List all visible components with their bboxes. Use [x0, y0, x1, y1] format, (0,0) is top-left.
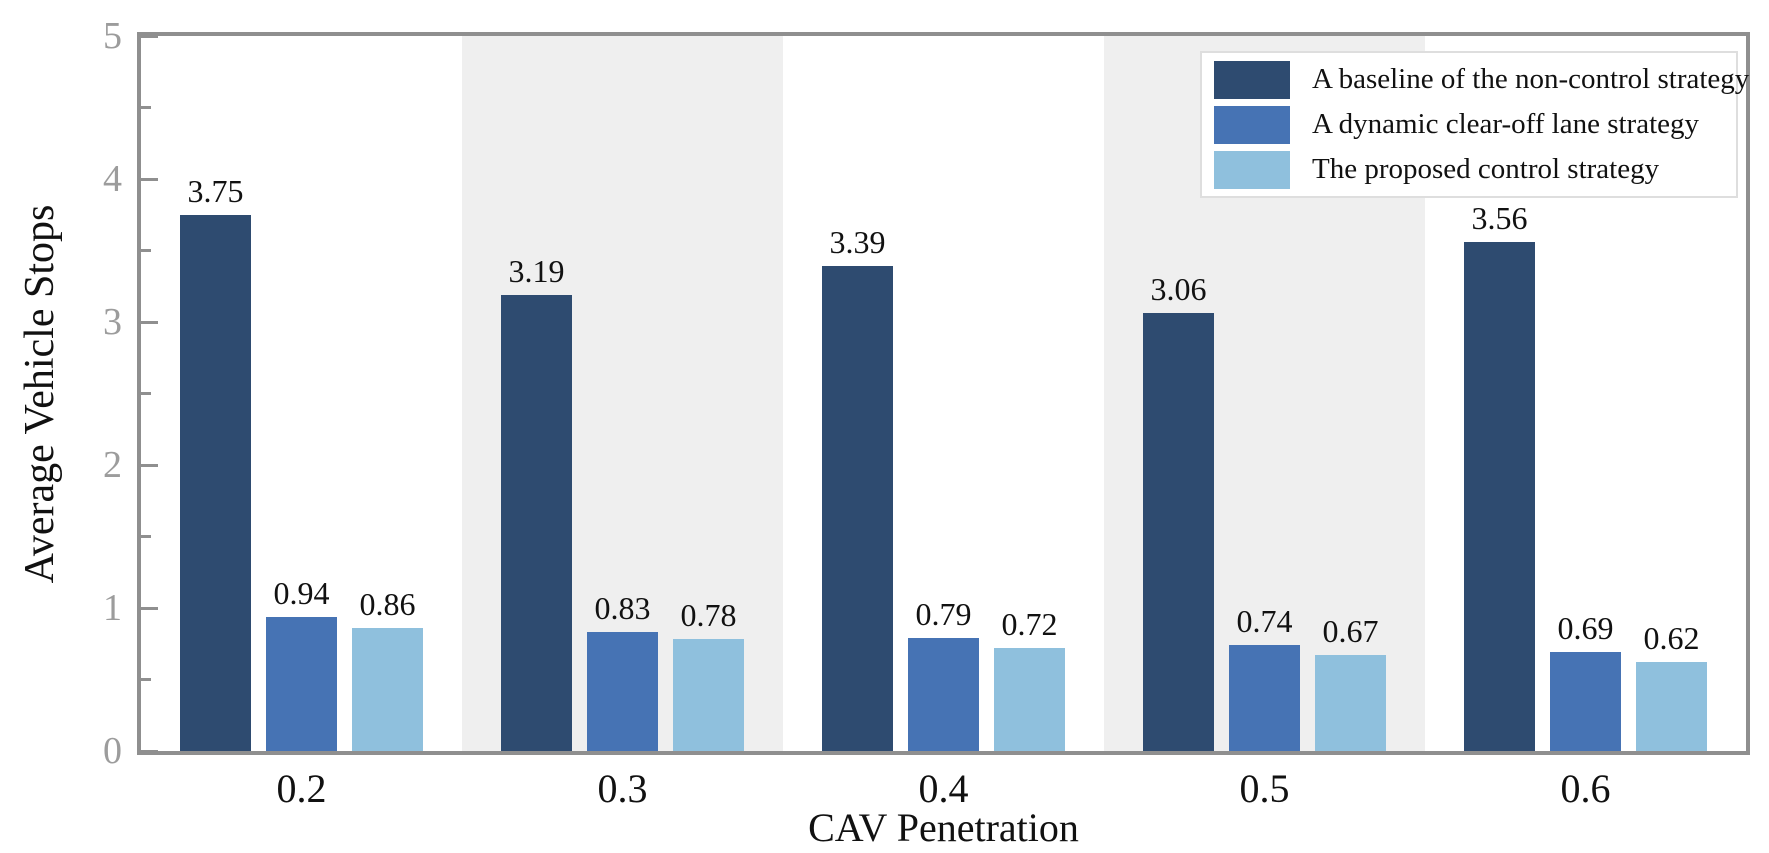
- y-major-tick-0: [141, 749, 158, 753]
- y-tick-label-5: 5: [103, 15, 122, 57]
- bar-value-label: 0.67: [1322, 613, 1379, 650]
- bar-value-label: 0.78: [680, 597, 737, 634]
- legend-item-3: The proposed control strategy: [1214, 150, 1736, 189]
- legend-swatch-icon: [1214, 105, 1290, 144]
- bar-value-label: 0.69: [1557, 610, 1614, 647]
- bar-series1-cat-0.6: [1464, 241, 1535, 751]
- x-tick-label-0.6: 0.6: [1560, 766, 1611, 811]
- bar-series2-cat-0.3: [587, 632, 658, 751]
- bar-value-label: 3.39: [829, 224, 886, 261]
- bar-series3-cat-0.3: [673, 639, 744, 751]
- bar-value-label: 0.74: [1236, 603, 1293, 640]
- bar-series1-cat-0.3: [501, 294, 572, 751]
- y-major-tick-2: [141, 463, 158, 467]
- y-minor-tick-4.5: [141, 106, 151, 109]
- x-tick-label-0.2: 0.2: [276, 766, 327, 811]
- y-tick-label-4: 4: [103, 158, 122, 200]
- bar-series2-cat-0.2: [266, 616, 337, 751]
- y-tick-label-3: 3: [103, 301, 122, 343]
- legend-label: The proposed control strategy: [1312, 153, 1660, 185]
- y-minor-tick-1.5: [141, 535, 151, 538]
- y-major-tick-5: [141, 34, 158, 38]
- bar-value-label: 3.19: [508, 252, 565, 289]
- bar-value-label: 0.72: [1001, 606, 1058, 643]
- bar-series3-cat-0.5: [1315, 655, 1386, 751]
- bar-value-label: 0.83: [594, 590, 651, 627]
- legend-label: A baseline of the non-control strategy: [1312, 63, 1750, 95]
- bar-value-label: 0.62: [1643, 620, 1700, 657]
- bar-series2-cat-0.4: [908, 638, 979, 751]
- legend-swatch-icon: [1214, 150, 1290, 189]
- bar-series3-cat-0.4: [994, 648, 1065, 751]
- bar-series1-cat-0.2: [180, 214, 251, 751]
- x-tick-label-0.5: 0.5: [1239, 766, 1290, 811]
- bar-value-label: 3.75: [187, 172, 244, 209]
- bar-series2-cat-0.6: [1550, 652, 1621, 751]
- bar-series1-cat-0.4: [822, 266, 893, 751]
- y-axis-title: Average Vehicle Stops: [17, 204, 63, 584]
- x-axis-title: CAV Penetration: [808, 805, 1079, 850]
- bar-value-label: 3.06: [1150, 271, 1207, 308]
- y-tick-label-2: 2: [103, 444, 122, 486]
- bar-value-label: 0.94: [273, 574, 330, 611]
- legend-label: A dynamic clear-off lane strategy: [1312, 108, 1699, 140]
- legend-swatch-icon: [1214, 60, 1290, 99]
- y-major-tick-1: [141, 606, 158, 610]
- bar-series2-cat-0.5: [1229, 645, 1300, 751]
- x-tick-label-0.3: 0.3: [597, 766, 648, 811]
- legend-item-1: A baseline of the non-control strategy: [1214, 60, 1749, 99]
- bar-value-label: 0.79: [915, 596, 972, 633]
- y-minor-tick-3.5: [141, 249, 151, 252]
- bar-series3-cat-0.2: [352, 628, 423, 751]
- x-tick-label-0.4: 0.4: [918, 766, 969, 811]
- bar-value-label: 0.86: [359, 586, 416, 623]
- y-minor-tick-2.5: [141, 392, 151, 395]
- y-tick-label-0: 0: [103, 730, 122, 772]
- y-major-tick-4: [141, 177, 158, 181]
- y-tick-label-1: 1: [103, 587, 122, 629]
- y-minor-tick-0.5: [141, 678, 151, 681]
- bar-series1-cat-0.5: [1143, 313, 1214, 751]
- bar-value-label: 3.56: [1471, 199, 1528, 236]
- y-major-tick-3: [141, 320, 158, 324]
- legend: A baseline of the non-control strategy A …: [1200, 51, 1749, 198]
- bar-series3-cat-0.6: [1636, 662, 1707, 751]
- legend-item-2: A dynamic clear-off lane strategy: [1214, 105, 1736, 144]
